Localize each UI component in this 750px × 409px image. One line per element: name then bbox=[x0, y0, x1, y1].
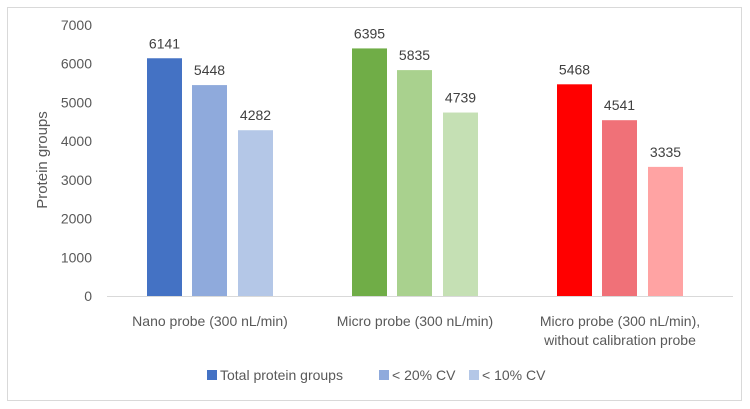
y-tick-label: 5000 bbox=[61, 94, 92, 110]
legend-label: < 20% CV bbox=[392, 367, 456, 383]
bars bbox=[147, 48, 683, 297]
data-label: 5468 bbox=[559, 61, 590, 77]
bar bbox=[147, 58, 182, 297]
y-tick-label: 4000 bbox=[61, 133, 92, 149]
y-tick-label: 2000 bbox=[61, 211, 92, 227]
y-axis-ticks: 0 1000 2000 3000 4000 5000 6000 7000 bbox=[61, 17, 92, 304]
data-label: 3335 bbox=[650, 144, 681, 160]
bar bbox=[443, 112, 478, 297]
legend-item: < 10% CV bbox=[469, 367, 546, 383]
y-tick-label: 0 bbox=[84, 288, 92, 304]
category-labels: Nano probe (300 nL/min) Micro probe (300 … bbox=[132, 313, 700, 348]
bar bbox=[352, 48, 387, 296]
y-tick-label: 6000 bbox=[61, 56, 92, 72]
data-label: 4282 bbox=[240, 107, 271, 123]
data-label: 6395 bbox=[354, 25, 385, 41]
data-label: 4541 bbox=[604, 97, 635, 113]
bar bbox=[557, 84, 592, 296]
legend-swatch bbox=[469, 370, 479, 380]
y-axis-title: Protein groups bbox=[34, 111, 51, 209]
category-label: Nano probe (300 nL/min) bbox=[132, 313, 288, 329]
y-tick-label: 3000 bbox=[61, 172, 92, 188]
data-label: 5448 bbox=[194, 62, 225, 78]
bar bbox=[192, 85, 227, 297]
legend-swatch bbox=[207, 370, 217, 380]
category-label: Micro probe (300 nL/min) bbox=[337, 313, 493, 329]
bar bbox=[238, 130, 273, 296]
category-label: Micro probe (300 nL/min), bbox=[540, 313, 700, 329]
legend-swatch bbox=[379, 370, 389, 380]
y-tick-label: 7000 bbox=[61, 17, 92, 33]
legend-item: Total protein groups bbox=[207, 367, 343, 383]
data-labels: 6141 6395 5468 5448 5835 4541 4282 4739 3335 bbox=[149, 25, 681, 159]
category-label: without calibration probe bbox=[543, 332, 696, 348]
data-label: 6141 bbox=[149, 35, 180, 51]
legend-item: < 20% CV bbox=[379, 367, 456, 383]
data-label: 4739 bbox=[445, 90, 476, 106]
legend-label: Total protein groups bbox=[220, 367, 343, 383]
legend-label: < 10% CV bbox=[482, 367, 546, 383]
bar bbox=[397, 70, 432, 296]
legend: Total protein groups < 20% CV < 10% CV bbox=[207, 367, 546, 383]
y-tick-label: 1000 bbox=[61, 249, 92, 265]
bar bbox=[648, 166, 683, 296]
bar bbox=[602, 120, 637, 296]
y-axis-title-group: Protein groups bbox=[34, 111, 51, 209]
data-label: 5835 bbox=[399, 47, 430, 63]
